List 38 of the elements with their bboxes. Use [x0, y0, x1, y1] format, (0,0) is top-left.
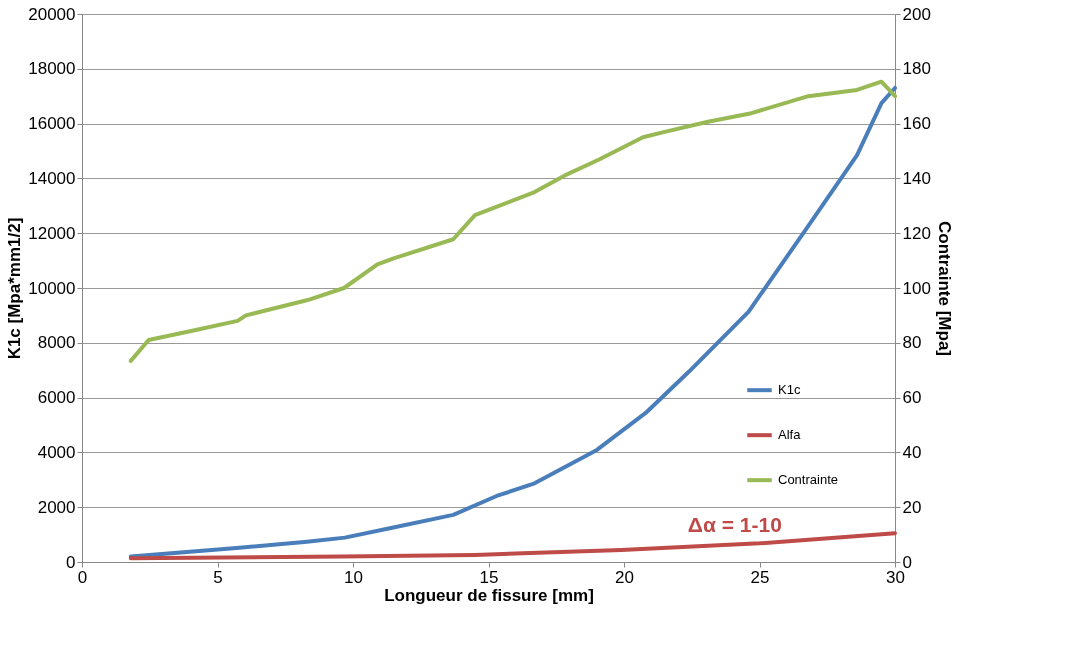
- y-tick-label: 6000: [37, 388, 76, 408]
- y2-tick-label: 0: [902, 552, 912, 572]
- y2-tick-label: 140: [902, 168, 931, 188]
- legend-label: Alfa: [778, 427, 802, 443]
- y-tick-label: 16000: [28, 114, 76, 134]
- y-tick-label: 4000: [37, 442, 76, 462]
- y-tick-label: 2000: [37, 497, 76, 517]
- y-tick-label: 0: [66, 552, 76, 572]
- x-tick-label: 25: [750, 567, 770, 587]
- y2-tick-label: 200: [902, 4, 931, 24]
- y2-tick-label: 60: [902, 388, 922, 408]
- x-tick-label: 20: [615, 567, 634, 587]
- y2-tick-label: 160: [902, 114, 931, 134]
- legend-label: K1c: [778, 382, 801, 398]
- y-tick-label: 20000: [28, 4, 76, 24]
- x-tick-label: 10: [344, 567, 363, 587]
- y2-tick-label: 80: [902, 333, 922, 353]
- y2-tick-label: 120: [902, 223, 931, 243]
- y-tick-label: 8000: [37, 333, 76, 353]
- y-tick-label: 10000: [28, 278, 76, 298]
- legend-label: Contrainte: [778, 472, 838, 488]
- x-tick-label: 15: [479, 567, 499, 587]
- x-axis-title: Longueur de fissure [mm]: [384, 585, 594, 605]
- line-series: [128, 85, 897, 559]
- y2-tick-label: 20: [902, 497, 922, 517]
- x-tick-label: 5: [213, 567, 223, 587]
- y-tick-label: 14000: [28, 168, 76, 188]
- y2-tick-label: 40: [902, 442, 922, 462]
- x-tick-label: 30: [886, 567, 905, 587]
- y-tick-label: 12000: [28, 223, 76, 243]
- y-tick-label: 18000: [28, 59, 76, 79]
- y-axis-title: K1c [Mpa*mm1/2]: [5, 217, 25, 360]
- y2-tick-label: 100: [902, 278, 931, 298]
- line-series: [128, 531, 897, 561]
- y2-axis-title: Contrainte [Mpa]: [934, 220, 954, 357]
- annotation: Δα = 1-10: [687, 513, 782, 537]
- line-series: [128, 79, 897, 363]
- y2-tick-label: 180: [902, 59, 931, 79]
